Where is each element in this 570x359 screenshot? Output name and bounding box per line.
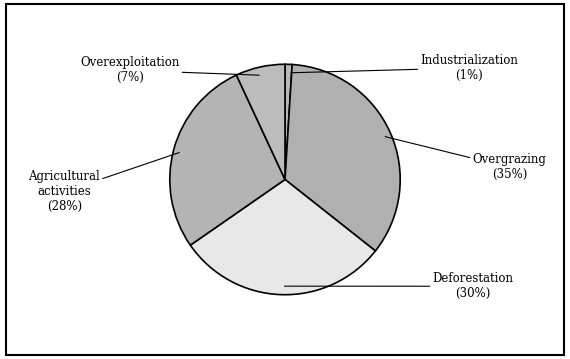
Wedge shape bbox=[237, 64, 285, 180]
Text: Industrialization
(1%): Industrialization (1%) bbox=[291, 54, 518, 82]
Text: Overexploitation
(7%): Overexploitation (7%) bbox=[80, 56, 259, 84]
Text: Overgrazing
(35%): Overgrazing (35%) bbox=[385, 137, 546, 181]
Wedge shape bbox=[285, 65, 400, 251]
Wedge shape bbox=[170, 75, 285, 245]
Text: Agricultural
activities
(28%): Agricultural activities (28%) bbox=[28, 153, 180, 213]
Text: Deforestation
(30%): Deforestation (30%) bbox=[284, 272, 514, 300]
Wedge shape bbox=[285, 64, 292, 180]
Wedge shape bbox=[190, 180, 376, 295]
